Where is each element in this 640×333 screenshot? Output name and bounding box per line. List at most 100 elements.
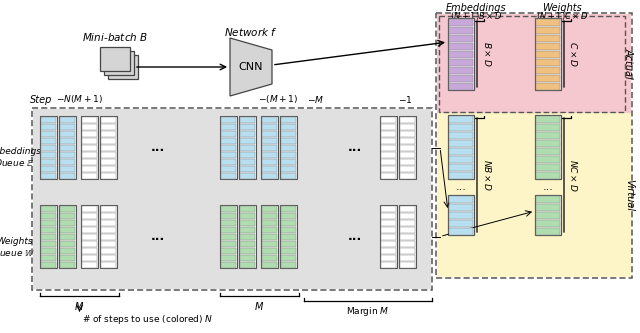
Text: $NB\times D$: $NB\times D$ bbox=[481, 159, 493, 191]
Bar bbox=[81, 116, 98, 179]
Bar bbox=[536, 195, 560, 202]
Bar bbox=[399, 205, 416, 268]
Bar bbox=[281, 131, 296, 137]
Bar bbox=[400, 152, 415, 158]
Bar bbox=[381, 152, 396, 158]
Bar bbox=[281, 254, 296, 260]
Bar bbox=[240, 233, 255, 239]
Bar bbox=[437, 113, 631, 277]
Bar bbox=[449, 132, 474, 139]
Bar bbox=[240, 226, 255, 232]
Bar bbox=[100, 205, 116, 211]
Bar bbox=[536, 59, 560, 66]
Bar bbox=[381, 205, 396, 211]
Bar bbox=[100, 166, 116, 171]
Bar bbox=[41, 219, 56, 225]
Text: ...: ... bbox=[151, 141, 165, 154]
Bar bbox=[82, 117, 97, 123]
Bar bbox=[449, 227, 474, 234]
Bar bbox=[41, 212, 56, 218]
Bar bbox=[60, 152, 76, 158]
Bar bbox=[261, 205, 278, 268]
Bar bbox=[240, 152, 255, 158]
Bar bbox=[262, 159, 277, 165]
Bar bbox=[449, 156, 474, 163]
Bar bbox=[449, 75, 474, 82]
Bar bbox=[449, 211, 474, 218]
Bar bbox=[82, 226, 97, 232]
Bar bbox=[536, 171, 560, 178]
Text: Weights: Weights bbox=[542, 3, 582, 13]
Bar bbox=[536, 164, 560, 170]
Bar bbox=[82, 219, 97, 225]
Text: $-(M+1)$: $-(M+1)$ bbox=[258, 93, 298, 105]
Bar bbox=[59, 116, 76, 179]
Bar bbox=[240, 117, 255, 123]
Text: $(N+1)C\times D$: $(N+1)C\times D$ bbox=[536, 10, 588, 22]
Bar bbox=[82, 212, 97, 218]
Bar bbox=[262, 131, 277, 137]
Bar bbox=[221, 205, 236, 211]
Bar bbox=[262, 152, 277, 158]
Bar bbox=[240, 124, 255, 130]
Bar bbox=[100, 240, 116, 246]
Bar bbox=[262, 247, 277, 253]
Bar bbox=[60, 124, 76, 130]
Bar bbox=[221, 240, 236, 246]
Bar bbox=[240, 212, 255, 218]
Bar bbox=[536, 211, 560, 218]
Bar bbox=[262, 233, 277, 239]
Text: $C\times D$: $C\times D$ bbox=[568, 41, 579, 67]
Text: ...: ... bbox=[456, 182, 467, 192]
Bar bbox=[82, 124, 97, 130]
Bar bbox=[400, 131, 415, 137]
Bar bbox=[82, 166, 97, 171]
Bar bbox=[380, 205, 397, 268]
Bar bbox=[449, 219, 474, 226]
Bar bbox=[281, 247, 296, 253]
Bar bbox=[41, 159, 56, 165]
Bar bbox=[41, 145, 56, 151]
Bar bbox=[536, 156, 560, 163]
Bar bbox=[449, 35, 474, 42]
Bar bbox=[448, 18, 474, 90]
Bar bbox=[449, 43, 474, 50]
Bar bbox=[100, 226, 116, 232]
Text: Embeddings: Embeddings bbox=[445, 3, 506, 13]
Bar bbox=[100, 138, 116, 144]
Bar bbox=[60, 226, 76, 232]
Bar bbox=[221, 247, 236, 253]
Bar bbox=[82, 159, 97, 165]
Bar bbox=[262, 219, 277, 225]
Bar bbox=[220, 205, 237, 268]
Bar bbox=[41, 131, 56, 137]
Text: Embeddings
Queue $\mathbb{E}$: Embeddings Queue $\mathbb{E}$ bbox=[0, 147, 42, 169]
Bar bbox=[60, 166, 76, 171]
Text: Virtual: Virtual bbox=[624, 179, 634, 211]
Bar bbox=[60, 131, 76, 137]
Bar bbox=[400, 233, 415, 239]
Bar bbox=[381, 212, 396, 218]
Bar bbox=[221, 117, 236, 123]
Bar bbox=[41, 205, 56, 211]
Bar bbox=[281, 172, 296, 178]
Bar bbox=[281, 159, 296, 165]
Bar bbox=[381, 117, 396, 123]
Bar bbox=[449, 171, 474, 178]
Bar bbox=[82, 254, 97, 260]
Bar bbox=[281, 138, 296, 144]
Bar bbox=[281, 117, 296, 123]
Bar bbox=[536, 67, 560, 74]
Bar bbox=[221, 124, 236, 130]
Text: Mini-batch $B$: Mini-batch $B$ bbox=[82, 31, 148, 43]
Bar bbox=[221, 233, 236, 239]
Bar bbox=[60, 233, 76, 239]
Bar bbox=[60, 240, 76, 246]
Bar bbox=[60, 117, 76, 123]
Bar bbox=[381, 233, 396, 239]
Bar bbox=[240, 254, 255, 260]
Bar bbox=[381, 172, 396, 178]
Bar bbox=[221, 159, 236, 165]
Polygon shape bbox=[230, 38, 272, 96]
Bar bbox=[100, 116, 117, 179]
